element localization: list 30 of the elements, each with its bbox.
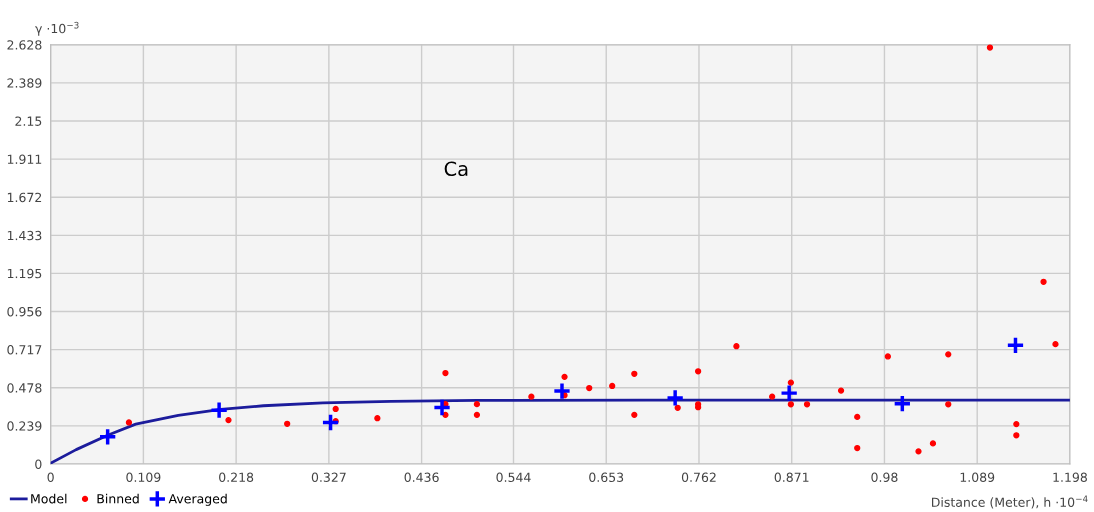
y-tick-label: 2.389: [7, 78, 42, 88]
y-tick-label: 0.478: [7, 383, 42, 393]
x-axis-title: Distance (Meter), h ·10$^{−4}$: [932, 495, 1088, 509]
x-tick-label: 0.218: [219, 472, 254, 482]
y-tick-label: 1.433: [7, 230, 42, 241]
annotation: Ca: [444, 161, 468, 177]
y-tick-label: 2.15: [15, 116, 42, 126]
y-tick-label: 1.672: [7, 192, 42, 203]
y-axis-title: γ ·10$^{−3}$: [35, 21, 79, 36]
y-tick-label: 0.956: [7, 306, 42, 317]
x-tick-label: 0.544: [496, 472, 531, 482]
x-tick-label: 0.109: [126, 472, 161, 482]
x-tick-label: 1.089: [960, 472, 995, 482]
x-tick-label: 0.653: [589, 472, 624, 482]
y-tick-label: 1.195: [7, 268, 42, 279]
y-tick-label: 0.717: [7, 345, 42, 355]
y-tick-label: 2.628: [7, 40, 42, 50]
y-tick-label: 0: [35, 459, 42, 469]
x-tick-label: 0.327: [311, 472, 346, 482]
legend-label: Model: [31, 493, 67, 504]
y-tick-label: 1.911: [7, 154, 42, 165]
x-tick-label: 1.198: [1053, 472, 1087, 482]
x-tick-label: 0.762: [681, 472, 716, 482]
legend-label: Binned: [97, 493, 139, 504]
legend-label: Averaged: [168, 493, 227, 506]
x-tick-label: 0.98: [871, 472, 898, 482]
y-tick-label: 0.239: [7, 421, 42, 431]
x-tick-label: 0.871: [774, 472, 809, 482]
x-tick-label: 0.436: [404, 472, 439, 482]
x-tick-label: 0: [47, 472, 54, 482]
